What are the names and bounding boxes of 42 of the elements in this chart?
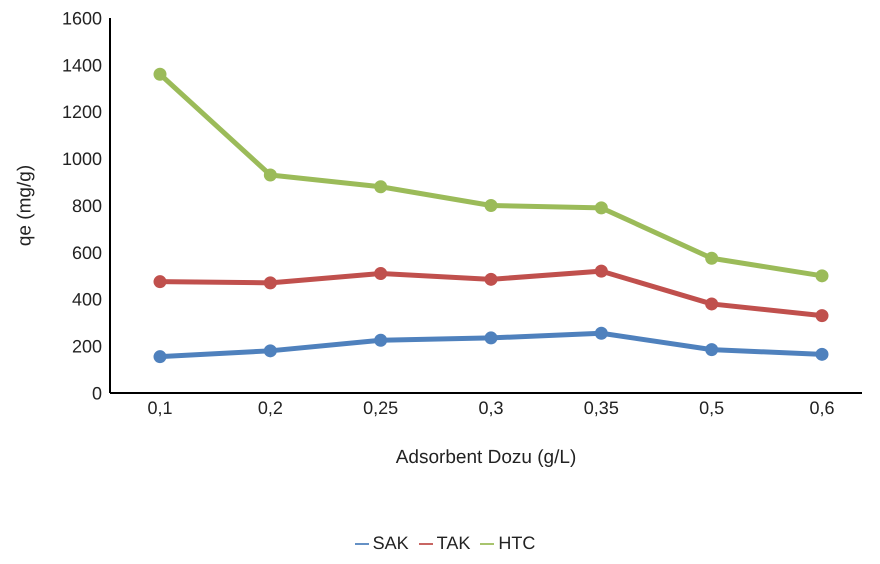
point <box>816 269 828 282</box>
point <box>484 199 498 212</box>
point <box>594 201 608 214</box>
x-tick-label: 0,5 <box>699 398 724 418</box>
x-tick-label: 0,1 <box>147 398 173 418</box>
point <box>705 297 718 310</box>
point <box>264 344 277 358</box>
y-tick-label: 400 <box>72 290 102 310</box>
x-tick-label: 0,35 <box>584 398 619 418</box>
x-tick-label: 0,6 <box>809 398 835 418</box>
y-tick-label: 1600 <box>62 8 102 28</box>
point <box>816 348 828 361</box>
y-tick-label: 1200 <box>62 102 102 122</box>
y-tick-label: 1000 <box>62 149 102 170</box>
point <box>154 275 166 288</box>
point <box>705 343 718 356</box>
point <box>705 252 718 265</box>
x-tick-label: 0,2 <box>258 398 283 418</box>
point <box>484 272 498 286</box>
y-tick-label: 200 <box>72 336 102 357</box>
point <box>154 68 166 81</box>
point <box>374 266 388 280</box>
y-tick-label: 1400 <box>62 55 102 76</box>
point <box>484 331 498 344</box>
y-tick-label: 600 <box>72 242 102 263</box>
y-tick-label: 800 <box>72 196 102 216</box>
point <box>374 180 388 194</box>
point <box>154 350 166 364</box>
point <box>264 168 277 182</box>
legend-label: HTC <box>498 533 536 553</box>
x-axis-title: Adsorbent Dozu (g/L) <box>396 447 576 468</box>
legend-label: SAK <box>372 533 409 553</box>
point <box>594 264 608 278</box>
y-tick-label: 0 <box>92 383 102 404</box>
x-tick-label: 0,3 <box>478 398 504 418</box>
point <box>374 334 388 347</box>
legend-label: TAK <box>436 533 470 553</box>
x-tick-label: 0,25 <box>363 398 398 418</box>
point <box>264 276 277 290</box>
point <box>816 309 828 322</box>
point <box>594 326 608 340</box>
y-axis-title: qe (mg/g) <box>14 164 36 246</box>
